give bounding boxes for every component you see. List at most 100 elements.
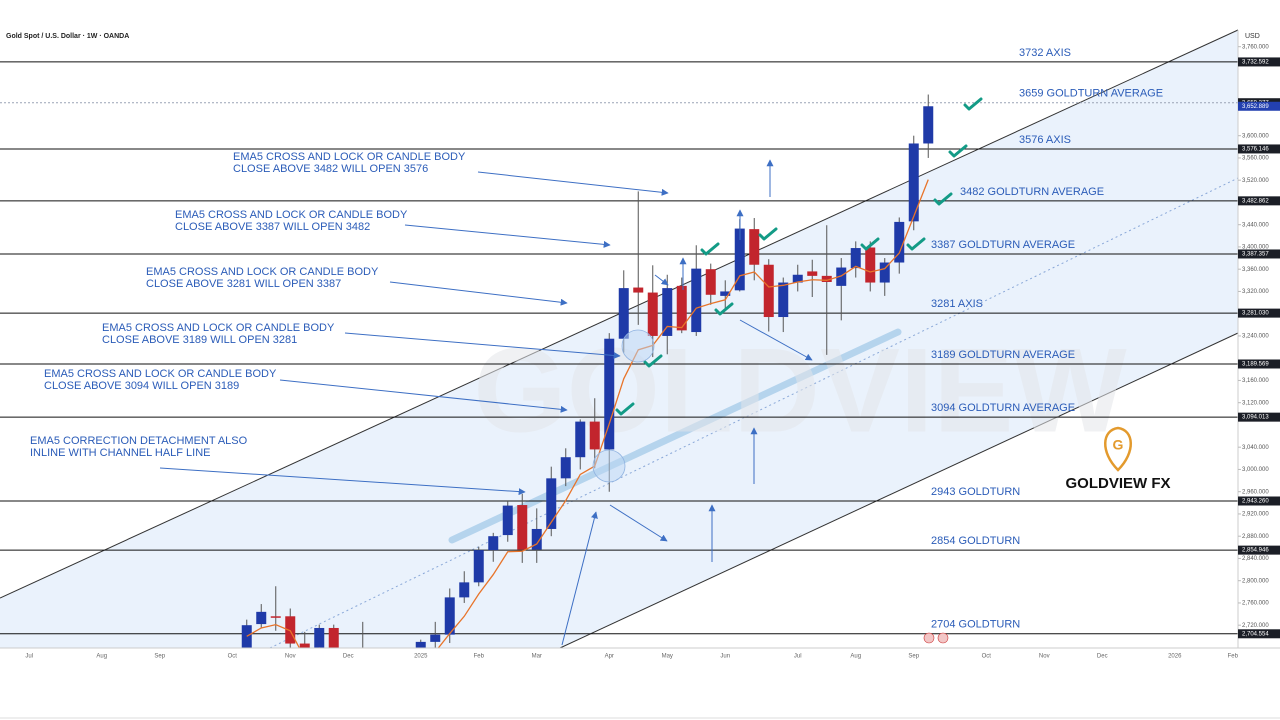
currency-label: USD: [1245, 33, 1260, 40]
annotation-text: EMA5 CORRECTION DETACHMENT ALSO: [30, 435, 248, 447]
level-label: 2854 GOLDTURN: [931, 535, 1020, 547]
candle-body: [908, 143, 919, 222]
candle-body: [256, 611, 267, 625]
candle-body: [749, 229, 760, 265]
level-label: 3387 GOLDTURN AVERAGE: [931, 239, 1075, 251]
candle-body: [807, 271, 818, 276]
y-tick-label: 2,840.000: [1242, 556, 1269, 562]
level-tag: 3,189.569: [1242, 362, 1269, 368]
level-tag-bg: [1238, 545, 1280, 555]
candle-body: [618, 288, 629, 339]
chart-title: Gold Spot / U.S. Dollar · 1W · OANDA: [6, 33, 129, 40]
level-tag-bg: [1238, 196, 1280, 206]
level-tag-bg: [1238, 629, 1280, 639]
trend-arrow: [654, 274, 669, 286]
brand-name: GOLDVIEW FX: [1066, 475, 1171, 492]
last-price-tag: 3,652.889: [1242, 104, 1269, 110]
candle-body: [662, 288, 673, 336]
candle-body: [705, 269, 716, 295]
last-price-tag-bg: [1238, 101, 1280, 111]
y-tick-label: 2,760.000: [1242, 601, 1269, 607]
x-tick-label: Oct: [982, 654, 992, 660]
annotation-text: EMA5 CROSS AND LOCK OR CANDLE BODY: [233, 151, 466, 163]
annotation-text: EMA5 CROSS AND LOCK OR CANDLE BODY: [146, 266, 379, 278]
y-tick-label: 3,760.000: [1242, 44, 1269, 50]
level-tag: 3,576.146: [1242, 147, 1269, 153]
level-tag: 2,943.260: [1242, 499, 1269, 505]
annotation-arrow: [279, 379, 568, 413]
y-tick-label: 3,240.000: [1242, 334, 1269, 340]
candle-body: [792, 274, 803, 283]
y-tick-label: 3,040.000: [1242, 445, 1269, 451]
x-tick-label: Jun: [720, 654, 730, 660]
checkmark: [860, 237, 880, 251]
y-tick-label: 3,120.000: [1242, 400, 1269, 406]
level-tag: 3,281.030: [1242, 311, 1269, 317]
x-tick-label: Aug: [96, 654, 107, 660]
candle-body: [633, 287, 644, 293]
level-label: 2943 GOLDTURN: [931, 486, 1020, 498]
candle-body: [575, 421, 586, 458]
annotation-text: INLINE WITH CHANNEL HALF LINE: [30, 447, 211, 459]
highlight-circle: [592, 449, 626, 483]
annotation-arrow: [477, 171, 669, 196]
x-tick-label: Oct: [228, 654, 238, 660]
level-tag-bg: [1238, 57, 1280, 67]
channel-fill: [0, 30, 1238, 648]
event-flag[interactable]: [923, 632, 935, 644]
checkmark: [700, 242, 720, 256]
annotation-text: CLOSE ABOVE 3189 WILL OPEN 3281: [102, 334, 297, 346]
candle-body: [502, 505, 513, 536]
annotation-text: CLOSE ABOVE 3387 WILL OPEN 3482: [175, 221, 370, 233]
annotation-text: CLOSE ABOVE 3482 WILL OPEN 3576: [233, 163, 428, 175]
x-tick-label: Dec: [1097, 654, 1108, 660]
level-label: 3094 GOLDTURN AVERAGE: [931, 402, 1075, 414]
level-label: 3281 AXIS: [931, 298, 983, 310]
level-tag: 3,482.862: [1242, 198, 1269, 204]
candle-body: [444, 597, 455, 635]
checkmark: [948, 144, 968, 158]
brand-icon: [1104, 426, 1132, 472]
trend-arrow: [739, 319, 813, 361]
x-tick-label: May: [662, 654, 673, 660]
candle-body: [778, 282, 789, 318]
annotation-arrow: [404, 224, 611, 248]
annotation-arrow: [344, 332, 621, 359]
candle-body: [720, 291, 731, 296]
candle-body: [763, 264, 774, 318]
level-label: 2704 GOLDTURN: [931, 619, 1020, 631]
event-flag[interactable]: [937, 632, 949, 644]
y-tick-label: 3,160.000: [1242, 378, 1269, 384]
candle-body: [546, 478, 557, 529]
level-tag-bg: [1238, 308, 1280, 318]
candle-body: [299, 643, 310, 648]
checkmark: [615, 402, 635, 416]
level-tag: 2,704.554: [1242, 631, 1269, 637]
y-tick-label: 3,000.000: [1242, 467, 1269, 473]
x-tick-label: Apr: [605, 654, 614, 660]
candle-body: [270, 616, 281, 618]
x-tick-label: Sep: [908, 654, 919, 660]
x-tick-label: Nov: [285, 654, 296, 660]
candle-body: [285, 616, 296, 644]
candle-body: [647, 292, 658, 336]
candle-body: [604, 338, 615, 450]
candle-body: [734, 228, 745, 291]
candle-body: [517, 505, 528, 550]
candle-body: [821, 275, 832, 282]
level-label: 3732 AXIS: [1019, 47, 1071, 59]
checkmark: [963, 97, 983, 111]
level-label: 3189 GOLDTURN AVERAGE: [931, 349, 1075, 361]
checkmark: [758, 227, 778, 241]
y-tick-label: 2,960.000: [1242, 489, 1269, 495]
level-tag-bg: [1238, 496, 1280, 506]
x-tick-label: Nov: [1039, 654, 1050, 660]
candle-body: [314, 627, 325, 648]
level-tag-bg: [1238, 249, 1280, 259]
candle-body: [836, 267, 847, 286]
annotation-arrow: [159, 467, 526, 496]
level-label: 3659 GOLDTURN AVERAGE: [1019, 88, 1163, 100]
checkmark: [933, 192, 953, 206]
candle-body: [923, 106, 934, 144]
